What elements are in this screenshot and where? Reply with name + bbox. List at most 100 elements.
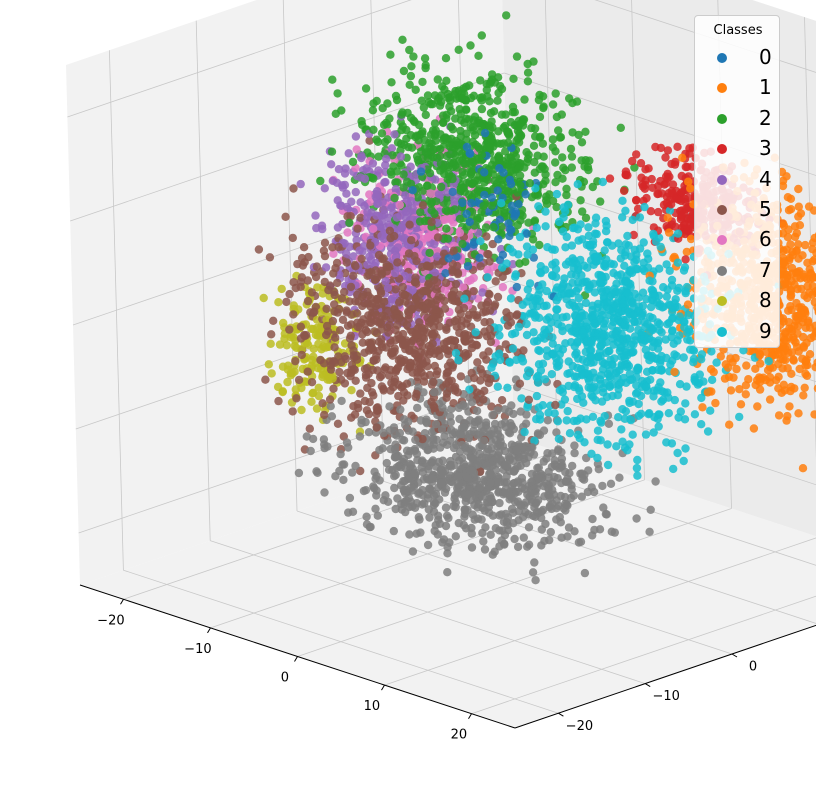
point-class-5: [469, 287, 478, 296]
point-class-2: [399, 170, 408, 179]
point-class-9: [503, 383, 512, 392]
point-class-7: [498, 442, 508, 451]
point-class-9: [633, 471, 642, 480]
point-class-0: [498, 250, 508, 259]
point-class-1: [725, 420, 734, 429]
point-class-3: [647, 174, 656, 184]
point-class-5: [482, 374, 492, 383]
point-class-9: [676, 407, 685, 416]
point-class-0: [475, 253, 484, 262]
point-class-2: [348, 157, 358, 167]
point-class-1: [742, 361, 751, 370]
point-class-9: [562, 416, 571, 425]
point-class-3: [646, 207, 656, 216]
point-class-5: [503, 313, 512, 322]
point-class-7: [646, 505, 655, 514]
point-class-7: [437, 425, 447, 434]
point-class-2: [477, 150, 487, 159]
point-class-9: [643, 249, 652, 258]
point-class-5: [448, 267, 457, 277]
point-class-5: [462, 319, 471, 328]
point-class-5: [430, 361, 439, 371]
point-class-2: [506, 118, 516, 127]
point-class-9: [518, 300, 527, 309]
point-class-2: [368, 106, 378, 115]
point-class-3: [677, 211, 686, 220]
point-class-7: [344, 443, 353, 452]
point-class-9: [548, 260, 557, 269]
point-class-2: [515, 162, 524, 171]
point-class-1: [787, 327, 797, 336]
point-class-9: [527, 309, 537, 318]
point-class-1: [808, 238, 816, 247]
point-class-3: [636, 159, 646, 168]
point-class-2: [502, 11, 511, 20]
point-class-9: [625, 324, 635, 333]
point-class-9: [568, 254, 577, 263]
point-class-5: [331, 333, 340, 342]
point-class-5: [403, 391, 412, 400]
point-class-9: [598, 177, 607, 187]
point-class-5: [296, 322, 306, 331]
point-class-5: [448, 363, 457, 372]
point-class-0: [480, 168, 489, 177]
point-class-8: [313, 283, 322, 292]
point-class-0: [462, 209, 471, 219]
point-class-5: [433, 278, 442, 287]
point-class-9: [607, 290, 616, 299]
point-class-5: [393, 258, 402, 267]
point-class-1: [787, 369, 796, 378]
point-class-9: [591, 219, 600, 228]
point-class-5: [419, 286, 428, 296]
point-class-2: [518, 115, 528, 124]
point-class-5: [369, 391, 378, 400]
point-class-9: [560, 395, 570, 404]
point-class-5: [412, 389, 421, 399]
point-class-2: [372, 96, 381, 106]
point-class-2: [548, 196, 558, 206]
point-class-8: [283, 377, 292, 387]
point-class-5: [473, 358, 482, 367]
point-class-8: [266, 339, 275, 348]
point-class-5: [291, 283, 300, 293]
point-class-5: [377, 339, 386, 348]
point-class-9: [563, 200, 573, 209]
point-class-5: [261, 375, 270, 384]
point-class-9: [535, 285, 544, 294]
point-class-2: [316, 176, 325, 186]
point-class-9: [643, 263, 653, 272]
point-class-5: [265, 253, 275, 262]
point-class-2: [561, 166, 570, 175]
point-class-2: [572, 97, 582, 106]
point-class-5: [345, 297, 354, 306]
point-class-5: [303, 296, 313, 306]
point-class-4: [344, 149, 353, 158]
point-class-2: [588, 182, 597, 192]
point-class-2: [439, 164, 448, 173]
point-class-2: [328, 75, 337, 84]
point-class-7: [391, 470, 400, 480]
point-class-2: [383, 99, 392, 108]
point-class-9: [610, 354, 619, 363]
point-class-9: [682, 382, 691, 391]
point-class-3: [619, 186, 629, 196]
point-class-5: [519, 346, 528, 355]
point-class-2: [479, 201, 488, 211]
point-class-9: [639, 238, 648, 247]
point-class-1: [706, 365, 716, 374]
point-class-9: [664, 409, 673, 418]
point-class-5: [377, 382, 387, 391]
point-class-9: [567, 241, 577, 250]
point-class-9: [623, 363, 632, 372]
point-class-2: [497, 84, 507, 94]
point-class-2: [524, 150, 533, 159]
point-class-3: [605, 174, 615, 183]
point-class-5: [330, 300, 339, 309]
point-class-9: [712, 358, 721, 367]
point-class-1: [698, 403, 707, 412]
point-class-9: [520, 427, 529, 437]
point-class-2: [397, 161, 406, 170]
point-class-5: [292, 394, 301, 403]
point-class-9: [614, 413, 623, 422]
point-class-5: [461, 336, 470, 346]
